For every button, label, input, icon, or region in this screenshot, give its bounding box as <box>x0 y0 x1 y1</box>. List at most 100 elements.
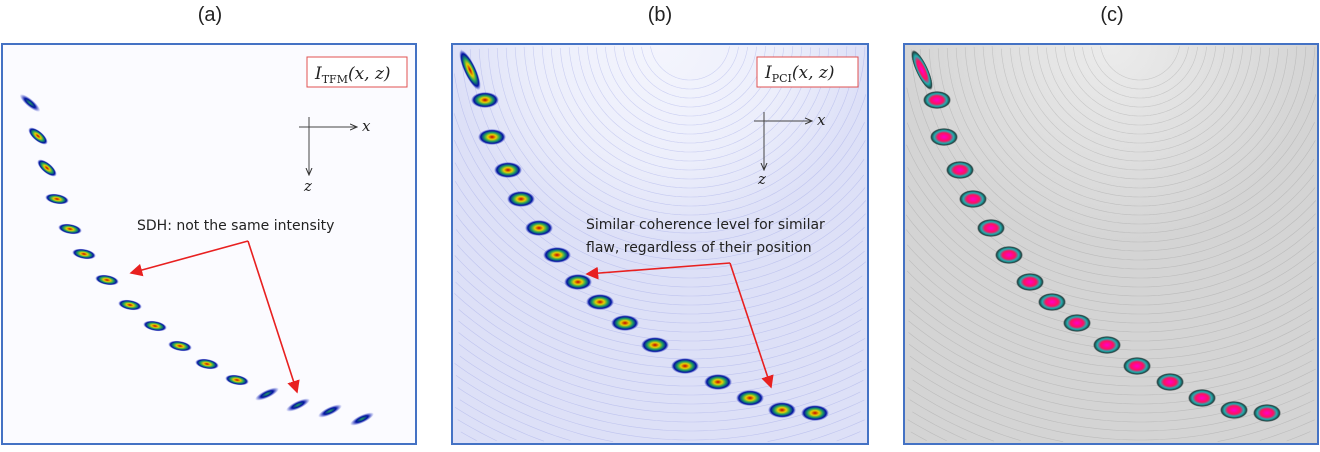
speckle-ring <box>908 309 1314 396</box>
speckle-ring <box>937 48 1316 243</box>
speckle-ring <box>909 355 1311 432</box>
reflector-spot <box>930 128 958 146</box>
reflector-spot <box>543 247 571 263</box>
reflector-spot <box>671 358 699 374</box>
reflector-spot <box>118 299 142 311</box>
reflector-spot <box>995 246 1023 264</box>
reflector-spot <box>58 223 82 235</box>
reflector-spot <box>95 274 119 286</box>
speckle-ring <box>973 46 1307 207</box>
speckle-ring <box>1046 47 1234 135</box>
panel-a-formula: ITFM(x, z) <box>314 64 391 86</box>
reflector-spot <box>1016 273 1044 291</box>
reflector-spot <box>768 402 796 418</box>
speckle-ring <box>910 431 927 441</box>
speckle-ring <box>455 375 861 442</box>
speckle-ring <box>1036 46 1244 144</box>
reflector-spot <box>923 91 951 109</box>
reflector-spot <box>611 315 639 331</box>
speckle-ring <box>460 431 477 441</box>
panel-a-reflectors <box>19 94 374 426</box>
speckle-ring <box>907 185 1315 315</box>
speckle-ring <box>1100 46 1180 81</box>
panel-b-reflectors <box>459 49 829 421</box>
speckle-ring <box>458 309 864 396</box>
reflector-spot <box>143 320 167 332</box>
speckle-ring <box>910 286 1311 378</box>
reflector-spot <box>1188 389 1216 407</box>
speckle-ring <box>1009 47 1271 171</box>
speckle-ring <box>559 47 821 171</box>
reflector-spot <box>641 337 669 353</box>
speckle-ring <box>1018 47 1262 162</box>
speckle-ring <box>908 344 1314 423</box>
z-axis-label: z <box>303 177 312 195</box>
speckle-ring <box>623 46 757 108</box>
panel-b-formula-box <box>756 56 859 88</box>
reflector-spot <box>195 358 219 370</box>
reflector-spot <box>1220 401 1248 419</box>
speckle-ring <box>456 270 862 369</box>
speckle-ring <box>910 367 1315 441</box>
speckle-ring <box>458 332 866 414</box>
speckle-ring <box>912 379 1311 442</box>
speckle-ring <box>632 46 748 99</box>
speckle-ring <box>908 332 1316 414</box>
panel-b-formula: IPCI(x, z) <box>764 63 835 85</box>
panel-c-reflectors <box>911 49 1281 422</box>
speckle-ring <box>906 144 1315 297</box>
speckle-ring <box>1064 46 1217 117</box>
reflector-spot <box>564 274 592 290</box>
speckle-ring <box>614 46 767 117</box>
speckle-ring <box>650 46 730 81</box>
panel-b-annotation-line2: flaw, regardless of their position <box>586 240 812 256</box>
panel-a-formula-box <box>306 56 408 88</box>
speckle-ring <box>909 297 1316 387</box>
speckle-ring <box>454 162 864 306</box>
speckle-ring <box>641 46 739 90</box>
reflector-spot <box>318 404 342 418</box>
speckle-ring <box>906 270 1312 369</box>
speckle-ring <box>454 293 866 387</box>
reflector-spot <box>1253 404 1281 422</box>
speckle-ring <box>458 344 864 423</box>
reflector-spot <box>45 193 69 205</box>
speckle-ring <box>906 200 1317 324</box>
annotation-arrow <box>729 262 774 389</box>
reflector-spot <box>1038 293 1066 311</box>
annotation-arrow <box>585 262 731 280</box>
speckle-ring <box>906 87 1317 279</box>
speckle-ring <box>912 411 967 441</box>
reflector-spot <box>736 390 764 406</box>
annotation-arrow <box>247 240 300 394</box>
speckle-ring <box>982 46 1298 198</box>
speckle-ring <box>577 46 803 153</box>
reflector-spot <box>977 219 1005 237</box>
speckle-ring <box>454 73 867 279</box>
reflector-spot <box>911 49 933 91</box>
panel-c <box>903 43 1319 445</box>
reflector-spot <box>72 248 96 260</box>
speckle-ring <box>551 48 829 180</box>
panel-b: IPCI(x, z) x z Similar coherence level f… <box>451 43 869 445</box>
reflector-spot <box>586 294 614 310</box>
speckle-ring <box>909 399 1311 442</box>
speckle-ring <box>907 167 1314 306</box>
speckle-ring <box>596 47 784 135</box>
reflector-spot <box>494 162 522 178</box>
speckle-ring <box>907 122 1316 288</box>
reflector-spot <box>478 129 506 145</box>
x-axis-label: x <box>362 117 371 135</box>
speckle-ring <box>514 46 866 216</box>
speckle-ring <box>541 46 838 189</box>
speckle-ring <box>905 214 1313 333</box>
reflector-spot <box>1093 336 1121 354</box>
reflector-spot <box>1156 373 1184 391</box>
reflector-spot <box>471 92 499 108</box>
reflector-spot <box>28 127 48 145</box>
speckle-ring <box>1027 46 1253 153</box>
speckle-ring <box>457 387 865 441</box>
reflector-spot <box>525 220 553 236</box>
speckle-ring <box>458 320 862 405</box>
speckle-ring <box>459 399 861 442</box>
